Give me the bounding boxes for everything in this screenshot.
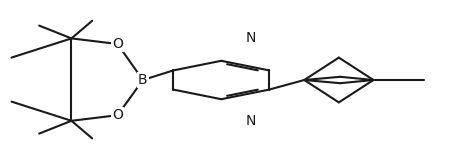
- Text: B: B: [138, 73, 148, 87]
- Text: O: O: [112, 37, 123, 51]
- Text: O: O: [112, 108, 123, 122]
- Text: N: N: [246, 114, 256, 128]
- Text: N: N: [246, 31, 256, 45]
